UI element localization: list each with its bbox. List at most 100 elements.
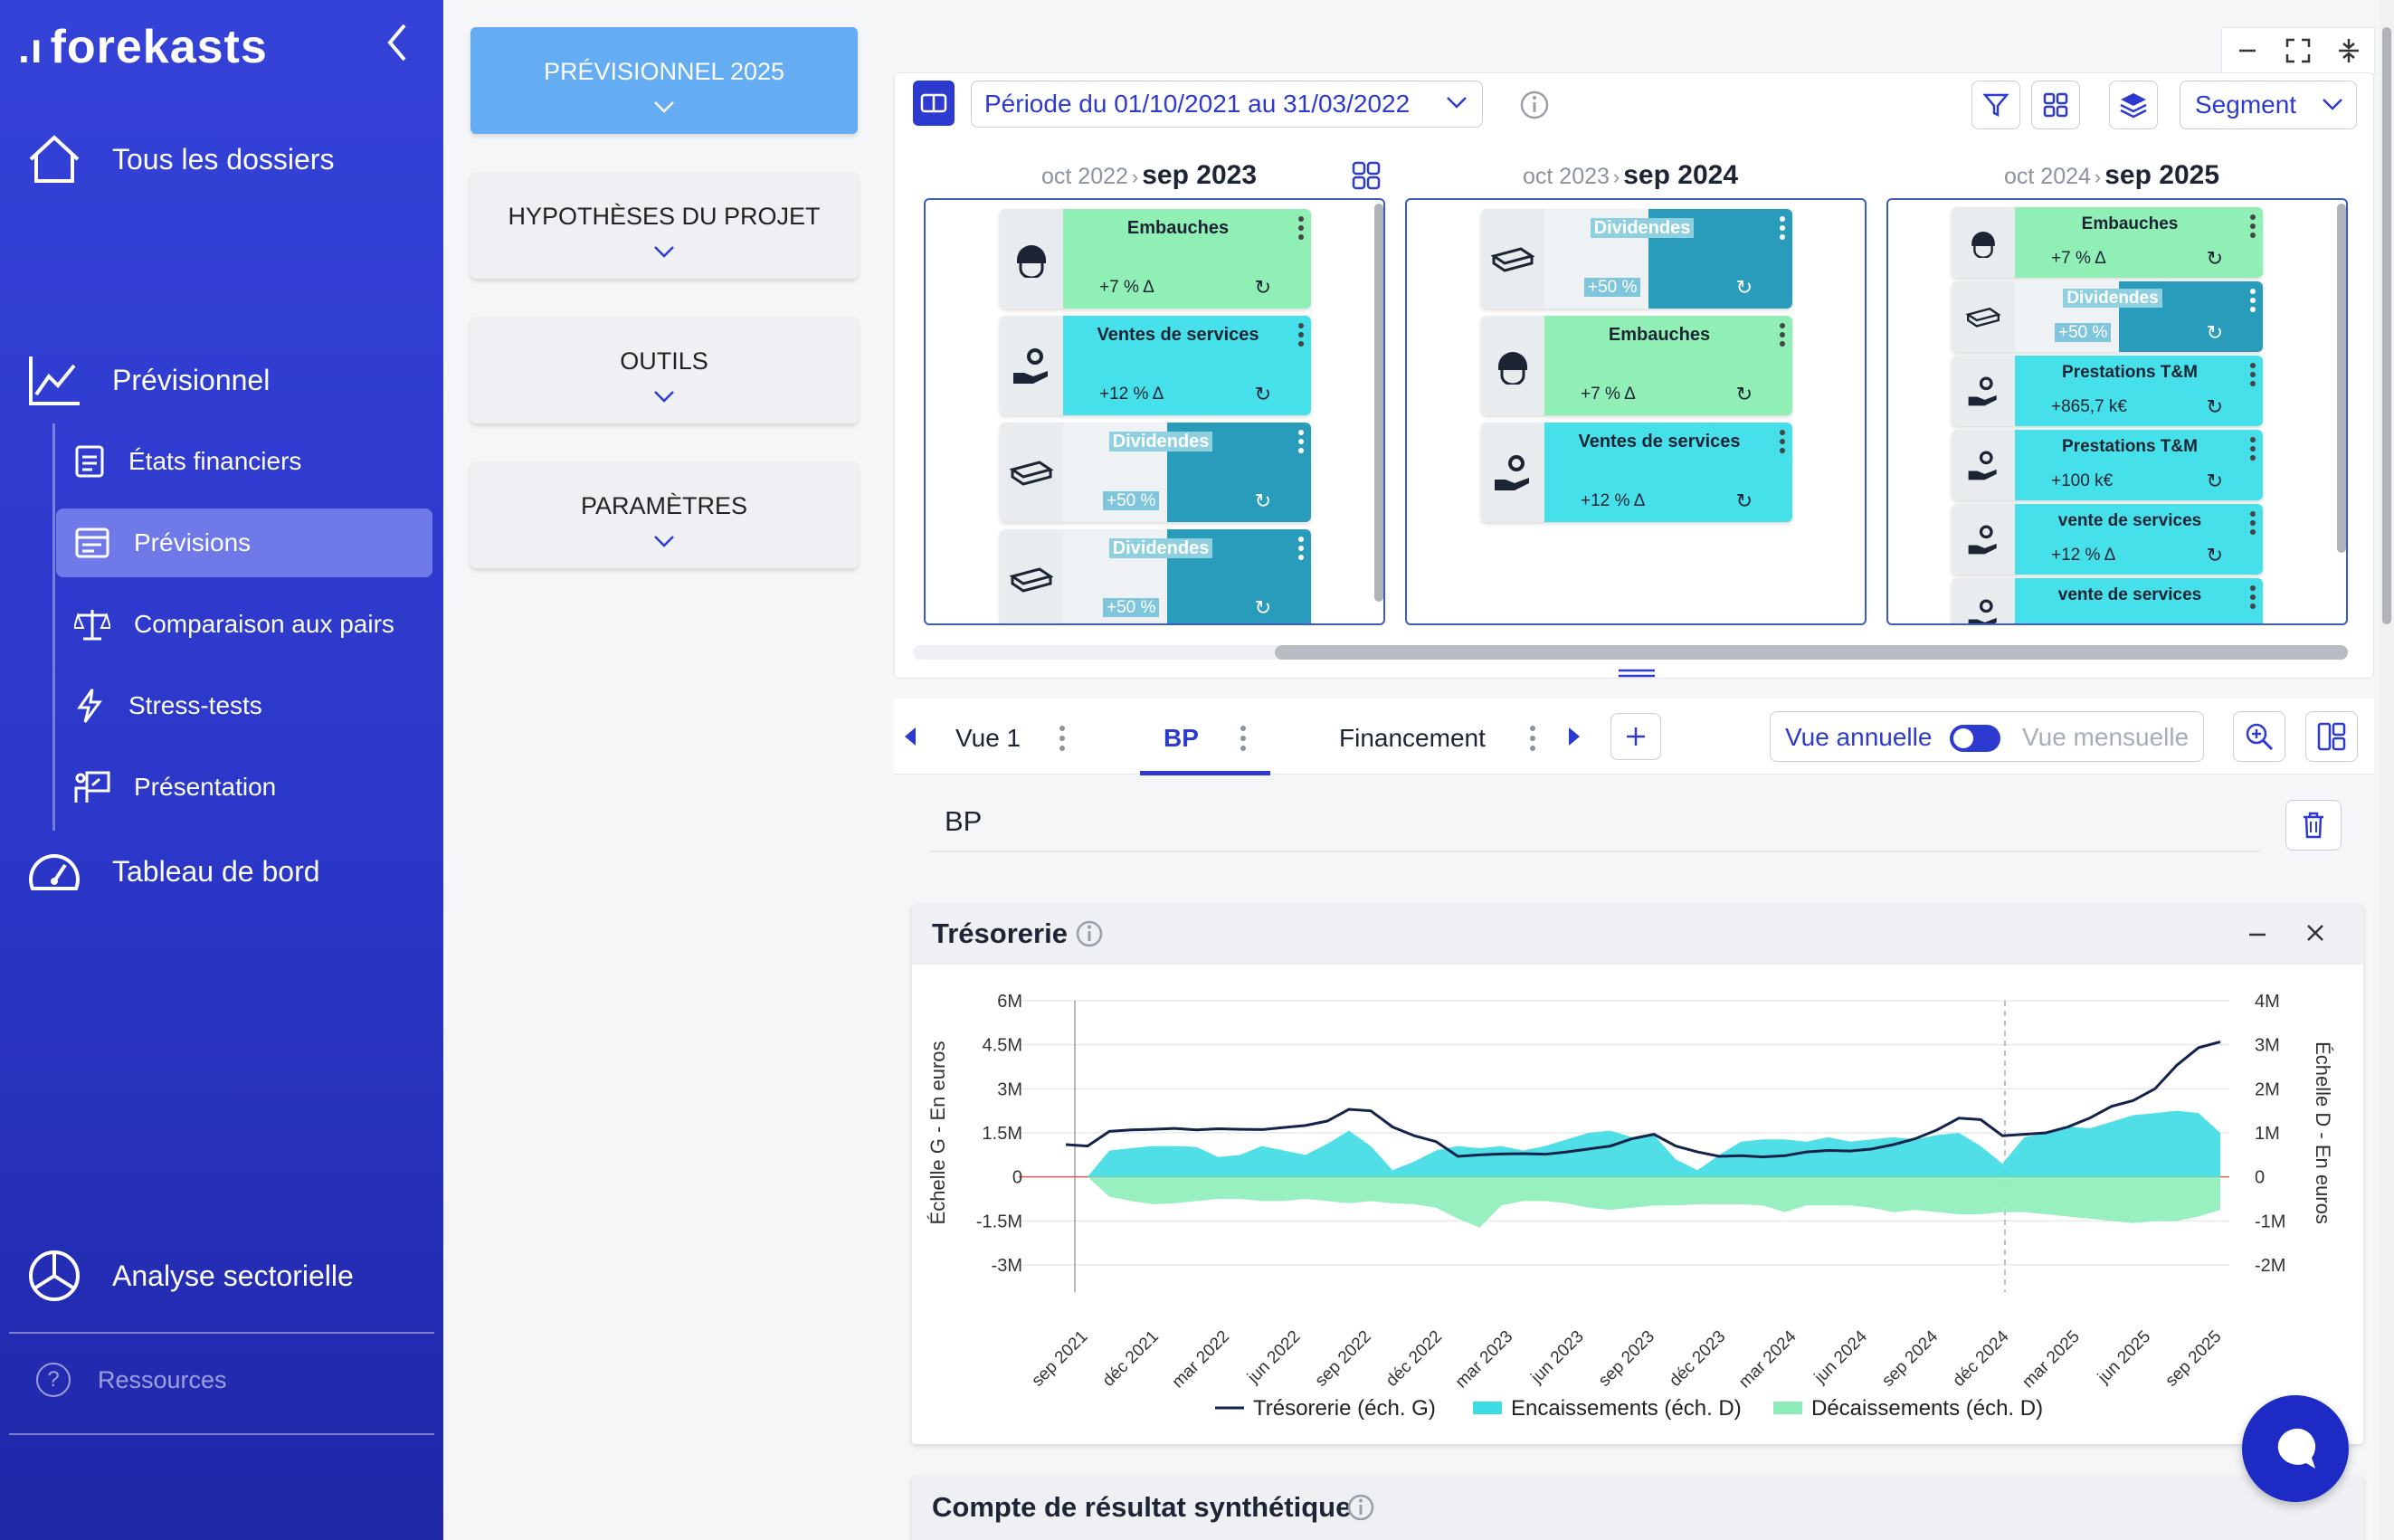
more-icon[interactable] [1780,323,1785,350]
x-tick-label: jun 2023 [1527,1327,1588,1388]
hypothesis-card[interactable]: vente de services [1952,578,2263,623]
refresh-icon[interactable]: ↻ [1254,383,1271,405]
info-icon[interactable] [1519,90,1550,120]
refresh-icon[interactable]: ↻ [1254,276,1271,299]
year-from: oct 2023 [1523,164,1610,189]
grid-icon[interactable] [1351,160,1382,191]
tab-financement[interactable]: Financement [1339,724,1486,752]
monthly-view-label: Vue mensuelle [2022,723,2190,751]
refresh-icon[interactable]: ↻ [2206,470,2223,492]
refresh-icon[interactable]: ↻ [1735,490,1753,512]
more-icon[interactable] [2250,363,2256,390]
more-icon[interactable] [2250,214,2256,242]
more-icon[interactable] [2250,289,2256,316]
filter-button[interactable] [1971,81,2020,129]
zoom-button[interactable] [2233,711,2285,762]
hypothesis-card[interactable]: Dividendes +50 % ↻ [1000,529,1311,623]
hypothesis-card[interactable]: Ventes de services +12 % Δ ↻ [1000,316,1311,415]
collapse-vertical-icon[interactable] [2337,37,2361,64]
scrollbar-thumb[interactable] [1275,645,2348,660]
more-icon[interactable] [2250,585,2256,613]
column-scrollbar[interactable] [2337,204,2346,553]
refresh-icon[interactable]: ↻ [2206,321,2223,344]
tab-vue-1[interactable]: Vue 1 [955,724,1021,752]
nav-all-folders[interactable]: Tous les dossiers [27,134,334,185]
x-tick-label: sep 2023 [1595,1327,1658,1391]
hypothesis-card[interactable]: vente de services +12 % Δ ↻ [1952,504,2263,575]
more-icon[interactable] [1298,430,1304,457]
nav-forecasts[interactable]: Prévisions [56,509,432,577]
hypothesis-card[interactable]: Ventes de services +12 % Δ ↻ [1481,423,1792,522]
refresh-icon[interactable]: ↻ [2206,544,2223,566]
tab-prev-icon[interactable] [903,726,917,747]
grid-view-button[interactable] [2031,81,2080,129]
collapse-sidebar-icon[interactable] [385,20,412,65]
menu-forecast-2025[interactable]: PRÉVISIONNEL 2025 [470,27,858,134]
page-scrollbar-thumb[interactable] [2382,27,2391,624]
delete-view-button[interactable] [2285,800,2342,851]
nav-sector-analysis[interactable]: Analyse sectorielle [27,1249,354,1303]
horizontal-scrollbar[interactable] [913,645,2348,660]
refresh-icon[interactable]: ↻ [2206,395,2223,418]
resize-handle-icon[interactable] [1617,668,1657,679]
nav-dashboard[interactable]: Tableau de bord [27,849,320,894]
tab-bp[interactable]: BP [1164,724,1199,752]
more-icon[interactable] [1298,216,1304,243]
tab-next-icon[interactable] [1567,726,1582,747]
add-tab-button[interactable] [1610,713,1661,760]
more-icon[interactable] [1298,323,1304,350]
layers-button[interactable] [2109,81,2158,129]
brand-logo[interactable]: .ı forekasts [18,21,268,73]
period-select[interactable]: Période du 01/10/2021 au 31/03/2022 [971,81,1483,128]
tab-menu-icon[interactable] [1240,726,1246,756]
fullscreen-icon[interactable] [2285,38,2311,63]
hypothesis-card[interactable]: Embauches +7 % Δ ↻ [1000,209,1311,309]
period-toggle-button[interactable] [913,81,955,126]
hypothesis-card[interactable]: Dividendes +50 % ↻ [1000,423,1311,522]
more-icon[interactable] [2250,511,2256,538]
tab-menu-icon[interactable] [1059,726,1065,756]
menu-project-assumptions[interactable]: HYPOTHÈSES DU PROJET [470,172,858,279]
income-statement-card: Compte de résultat synthétique [912,1477,2363,1540]
more-icon[interactable] [2250,437,2256,464]
info-icon[interactable] [1346,1493,1375,1522]
nav-presentation[interactable]: Présentation [56,753,432,822]
refresh-icon[interactable]: ↻ [1254,596,1271,619]
view-name[interactable]: BP [945,805,983,837]
hypothesis-card[interactable]: Embauches +7 % Δ ↻ [1952,207,2263,278]
segment-select[interactable]: Segment [2180,81,2357,129]
y-tick-label: -3M [992,1256,1022,1276]
year-from: oct 2024 [2004,164,2091,189]
nav-peer-comparison[interactable]: Comparaison aux pairs [56,590,432,659]
refresh-icon[interactable]: ↻ [1254,490,1271,512]
hypothesis-card[interactable]: Dividendes +50 % ↻ [1952,281,2263,352]
menu-tools[interactable]: OUTILS [470,317,858,423]
refresh-icon[interactable]: ↻ [1735,383,1753,405]
view-switch[interactable] [1950,725,2000,752]
nav-forecast[interactable]: Prévisionnel [27,353,270,407]
column-scrollbar[interactable] [1374,204,1383,602]
hypothesis-card[interactable]: Prestations T&M +100 k€ ↻ [1952,430,2263,500]
helmet-icon [1952,207,2015,278]
minimize-icon[interactable] [2247,925,2267,945]
hypothesis-card[interactable]: Dividendes +50 % ↻ [1481,209,1792,309]
more-icon[interactable] [1780,216,1785,243]
layout-button[interactable] [2305,711,2358,762]
refresh-icon[interactable]: ↻ [2206,247,2223,270]
annual-monthly-toggle[interactable]: Vue annuelle Vue mensuelle [1770,711,2204,762]
hypothesis-card[interactable]: Prestations T&M +865,7 k€ ↻ [1952,356,2263,426]
chat-button[interactable] [2242,1395,2349,1502]
minimize-icon[interactable] [2236,39,2259,62]
info-icon[interactable] [1075,919,1104,948]
tab-menu-icon[interactable] [1530,726,1535,756]
more-icon[interactable] [1298,537,1304,564]
refresh-icon[interactable]: ↻ [1735,276,1753,299]
nav-financial-statements[interactable]: États financiers [56,427,432,496]
page-scrollbar[interactable] [2380,0,2394,1540]
hypothesis-card[interactable]: Embauches +7 % Δ ↻ [1481,316,1792,415]
close-icon[interactable] [2305,923,2325,943]
more-icon[interactable] [1780,430,1785,457]
nav-stress-tests[interactable]: Stress-tests [56,671,432,740]
menu-settings[interactable]: PARAMÈTRES [470,461,858,568]
nav-resources[interactable]: ? Ressources [36,1363,227,1397]
